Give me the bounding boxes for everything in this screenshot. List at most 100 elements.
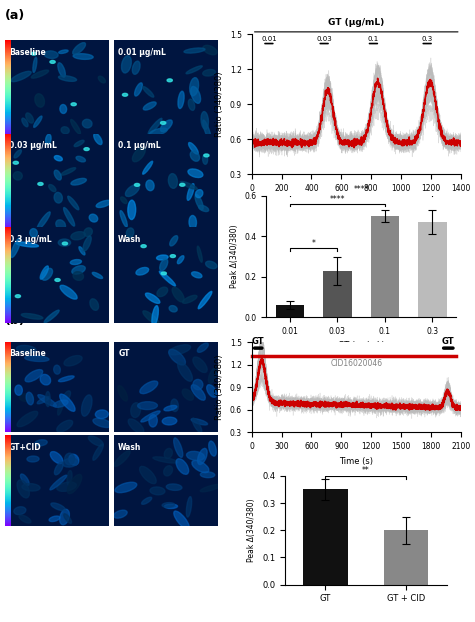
Ellipse shape [192, 418, 202, 433]
Ellipse shape [190, 151, 200, 161]
Ellipse shape [21, 313, 43, 319]
Ellipse shape [26, 392, 34, 405]
Ellipse shape [94, 133, 102, 144]
Ellipse shape [16, 242, 38, 247]
Ellipse shape [34, 116, 42, 128]
Ellipse shape [163, 466, 172, 476]
Ellipse shape [54, 156, 62, 161]
Ellipse shape [204, 154, 209, 157]
Ellipse shape [200, 472, 215, 478]
Ellipse shape [76, 156, 86, 162]
Ellipse shape [184, 48, 205, 53]
Ellipse shape [150, 487, 165, 495]
Y-axis label: Peak Δ(340/380): Peak Δ(340/380) [247, 498, 257, 562]
Ellipse shape [40, 266, 48, 279]
Y-axis label: Ratio (340/380): Ratio (340/380) [215, 355, 224, 420]
Ellipse shape [15, 295, 20, 298]
Text: CID16020046: CID16020046 [330, 359, 382, 368]
Ellipse shape [145, 293, 160, 304]
Ellipse shape [191, 419, 208, 425]
Ellipse shape [58, 76, 76, 81]
Ellipse shape [49, 516, 60, 522]
Ellipse shape [140, 466, 156, 484]
Ellipse shape [191, 86, 200, 103]
Ellipse shape [160, 271, 175, 286]
Ellipse shape [203, 45, 217, 55]
Ellipse shape [79, 247, 85, 255]
Bar [370, 216, 399, 317]
Ellipse shape [189, 142, 198, 154]
Ellipse shape [188, 169, 203, 177]
Ellipse shape [157, 287, 168, 297]
Ellipse shape [40, 374, 51, 385]
Ellipse shape [142, 161, 152, 174]
Ellipse shape [59, 50, 68, 53]
Ellipse shape [96, 200, 111, 208]
Ellipse shape [84, 147, 89, 151]
Ellipse shape [64, 208, 75, 226]
Ellipse shape [140, 381, 158, 394]
Ellipse shape [71, 119, 81, 134]
Text: 0.1 μg/mL: 0.1 μg/mL [118, 141, 161, 151]
Ellipse shape [22, 483, 40, 491]
Ellipse shape [60, 394, 75, 411]
Ellipse shape [46, 134, 51, 144]
Ellipse shape [44, 310, 59, 323]
Ellipse shape [48, 185, 56, 192]
Ellipse shape [199, 205, 209, 211]
Ellipse shape [84, 228, 92, 236]
Ellipse shape [11, 72, 31, 81]
Text: Baseline: Baseline [9, 48, 46, 57]
Bar [276, 305, 304, 317]
Text: ****: **** [353, 185, 369, 193]
Ellipse shape [161, 121, 166, 124]
Ellipse shape [38, 394, 57, 406]
Ellipse shape [201, 111, 209, 129]
Y-axis label: Ratio (340/380): Ratio (340/380) [215, 72, 224, 137]
Ellipse shape [121, 197, 127, 203]
Ellipse shape [93, 419, 112, 427]
Ellipse shape [209, 441, 216, 456]
Ellipse shape [120, 211, 127, 227]
Ellipse shape [55, 279, 60, 281]
Text: 0.01 μg/mL: 0.01 μg/mL [118, 48, 166, 57]
Ellipse shape [46, 391, 50, 407]
Bar [303, 490, 348, 585]
Ellipse shape [82, 119, 92, 128]
Ellipse shape [57, 420, 73, 432]
Ellipse shape [50, 60, 55, 63]
Ellipse shape [180, 182, 197, 189]
Ellipse shape [178, 91, 184, 108]
Ellipse shape [62, 458, 78, 467]
Ellipse shape [186, 66, 202, 74]
Ellipse shape [11, 238, 20, 258]
Ellipse shape [182, 295, 197, 304]
Ellipse shape [17, 345, 36, 353]
Ellipse shape [160, 259, 168, 271]
Ellipse shape [164, 448, 172, 458]
Ellipse shape [122, 56, 131, 73]
Ellipse shape [92, 272, 103, 279]
Ellipse shape [31, 70, 48, 78]
Ellipse shape [83, 236, 91, 251]
Ellipse shape [73, 43, 86, 55]
Ellipse shape [161, 120, 172, 132]
Ellipse shape [143, 102, 156, 110]
Ellipse shape [164, 406, 177, 411]
Ellipse shape [143, 311, 159, 325]
Ellipse shape [60, 285, 77, 299]
Ellipse shape [54, 192, 62, 203]
Ellipse shape [188, 99, 195, 110]
Ellipse shape [33, 57, 37, 72]
Text: 0.1: 0.1 [368, 36, 379, 42]
Ellipse shape [25, 369, 43, 382]
Ellipse shape [174, 438, 183, 457]
Ellipse shape [170, 254, 175, 258]
Ellipse shape [82, 395, 92, 416]
Ellipse shape [172, 287, 184, 302]
Ellipse shape [196, 190, 203, 198]
Ellipse shape [15, 385, 22, 395]
Ellipse shape [27, 456, 39, 462]
Ellipse shape [44, 51, 58, 58]
Ellipse shape [142, 497, 152, 504]
